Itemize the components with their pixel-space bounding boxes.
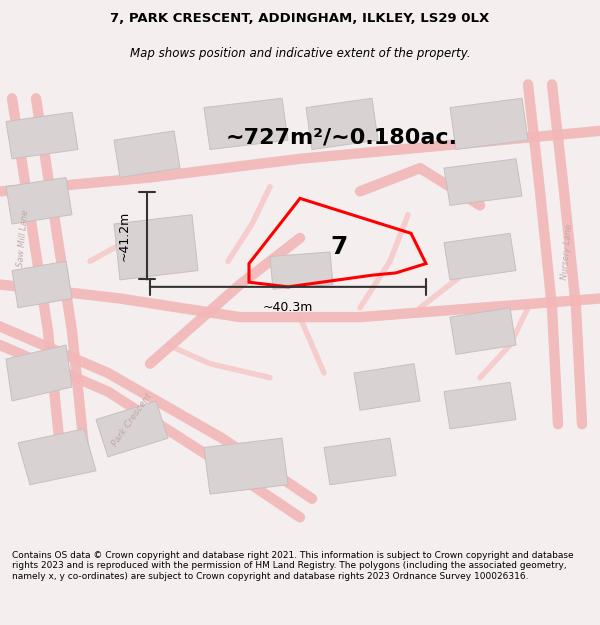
Text: 7: 7 [331,235,347,259]
Polygon shape [6,345,72,401]
Polygon shape [444,382,516,429]
Polygon shape [324,438,396,485]
Text: ~40.3m: ~40.3m [263,301,313,314]
Text: Contains OS data © Crown copyright and database right 2021. This information is : Contains OS data © Crown copyright and d… [12,551,574,581]
Polygon shape [114,214,198,280]
Text: ~41.2m: ~41.2m [118,211,131,261]
Polygon shape [450,308,516,354]
Polygon shape [204,438,288,494]
Polygon shape [204,98,288,149]
Text: Nursery Lane: Nursery Lane [560,224,574,280]
Polygon shape [96,401,168,457]
Text: ~727m²/~0.180ac.: ~727m²/~0.180ac. [226,128,458,148]
Polygon shape [444,233,516,280]
Text: Park Crescent: Park Crescent [110,391,154,448]
Polygon shape [12,261,72,308]
Polygon shape [114,131,180,178]
Polygon shape [444,159,522,206]
Polygon shape [270,252,333,289]
Text: 7, PARK CRESCENT, ADDINGHAM, ILKLEY, LS29 0LX: 7, PARK CRESCENT, ADDINGHAM, ILKLEY, LS2… [110,12,490,25]
Polygon shape [6,112,78,159]
Polygon shape [18,429,96,485]
Polygon shape [354,364,420,410]
Polygon shape [306,98,378,149]
Text: Saw Mill Lane: Saw Mill Lane [16,209,30,267]
Polygon shape [450,98,528,149]
Text: Map shows position and indicative extent of the property.: Map shows position and indicative extent… [130,48,470,61]
Polygon shape [6,177,72,224]
